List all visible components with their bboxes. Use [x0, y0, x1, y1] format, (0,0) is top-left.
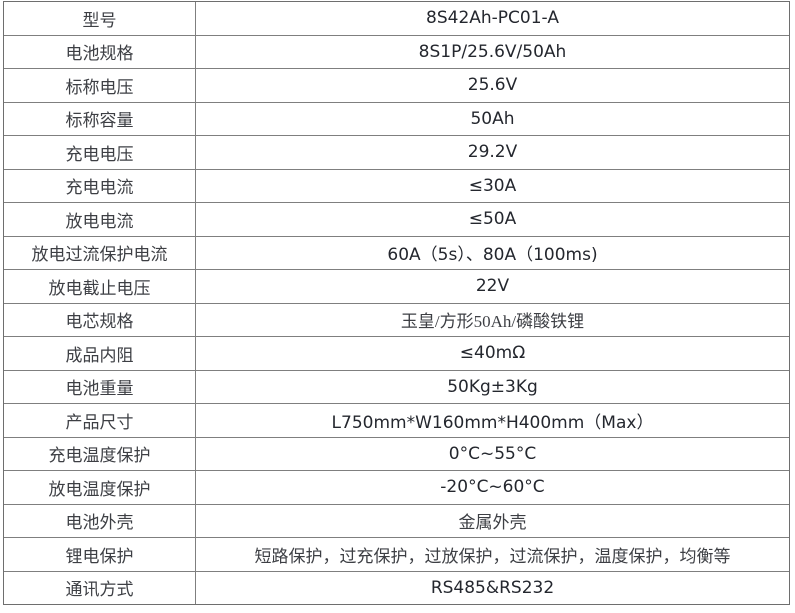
spec-label: 充电电压 — [4, 136, 196, 169]
spec-label: 放电截止电压 — [4, 270, 196, 303]
spec-value: 玉皇/方形50Ah/磷酸铁锂 — [400, 312, 585, 332]
spec-value: L750mm*W160mm*H400mm（Max） — [331, 412, 654, 433]
spec-value: 8S42Ah-PC01-A — [426, 8, 559, 29]
spec-label: 通讯方式 — [4, 571, 196, 604]
spec-label: 标称容量 — [4, 102, 196, 135]
spec-label: 放电电流 — [4, 203, 196, 236]
spec-value: -20°C~60°C — [440, 477, 545, 498]
spec-value: 29.2V — [467, 142, 518, 163]
spec-value: 60A（5s）、80A（100ms) — [387, 245, 598, 266]
spec-label: 型号 — [4, 2, 196, 35]
table-row: 标称电压 25.6V — [4, 68, 789, 102]
spec-label: 放电温度保护 — [4, 471, 196, 504]
spec-label: 电池规格 — [4, 35, 196, 68]
spec-value: 金属外壳 — [458, 513, 527, 533]
table-row: 标称容量 50Ah — [4, 101, 789, 135]
table-row: 锂电保护 短路保护，过充保护，过放保护，过流保护，温度保护，均衡等 — [4, 537, 789, 571]
spec-label: 电池外壳 — [4, 504, 196, 537]
spec-value: 50Kg±3Kg — [447, 376, 538, 397]
spec-label: 电池重量 — [4, 370, 196, 403]
table-row: 电池规格 8S1P/25.6V/50Ah — [4, 34, 789, 68]
table-row: 电池重量 50Kg±3Kg — [4, 369, 789, 403]
table-row: 充电电流 ≤30A — [4, 168, 789, 202]
spec-value: 25.6V — [467, 75, 518, 96]
spec-label: 产品尺寸 — [4, 404, 196, 437]
table-row: 放电截止电压 22V — [4, 269, 789, 303]
spec-label: 放电过流保护电流 — [4, 236, 196, 269]
table-row: 放电过流保护电流 60A（5s）、80A（100ms) — [4, 235, 789, 269]
table-row: 型号 8S42Ah-PC01-A — [4, 2, 789, 35]
table-row: 充电电压 29.2V — [4, 135, 789, 169]
spec-value: ≤30A — [468, 175, 517, 196]
table-row: 成品内阻 ≤40mΩ — [4, 336, 789, 370]
table-row: 通讯方式 RS485&RS232 — [4, 570, 789, 604]
spec-value: 22V — [475, 276, 510, 297]
table-row: 电池外壳 金属外壳 — [4, 503, 789, 537]
table-row: 产品尺寸 L750mm*W160mm*H400mm（Max） — [4, 403, 789, 437]
table-row: 放电温度保护 -20°C~60°C — [4, 470, 789, 504]
table-row: 放电电流 ≤50A — [4, 202, 789, 236]
spec-value: RS485&RS232 — [430, 577, 555, 598]
spec-value: ≤40mΩ — [459, 343, 526, 364]
spec-value: 0°C~55°C — [448, 443, 537, 464]
spec-label: 标称电压 — [4, 69, 196, 102]
spec-label: 充电电流 — [4, 169, 196, 202]
spec-value: ≤50A — [468, 209, 517, 230]
spec-table: 型号 8S42Ah-PC01-A 电池规格 8S1P/25.6V/50Ah 标称… — [3, 1, 790, 605]
spec-label: 成品内阻 — [4, 337, 196, 370]
table-row: 充电温度保护 0°C~55°C — [4, 436, 789, 470]
spec-value: 短路保护，过充保护，过放保护，过流保护，温度保护，均衡等 — [254, 546, 731, 566]
spec-label: 电芯规格 — [4, 303, 196, 336]
spec-label: 充电温度保护 — [4, 437, 196, 470]
spec-value: 50Ah — [470, 108, 515, 129]
spec-value: 8S1P/25.6V/50Ah — [418, 41, 567, 62]
table-row: 电芯规格 玉皇/方形50Ah/磷酸铁锂 — [4, 302, 789, 336]
spec-label: 锂电保护 — [4, 538, 196, 571]
